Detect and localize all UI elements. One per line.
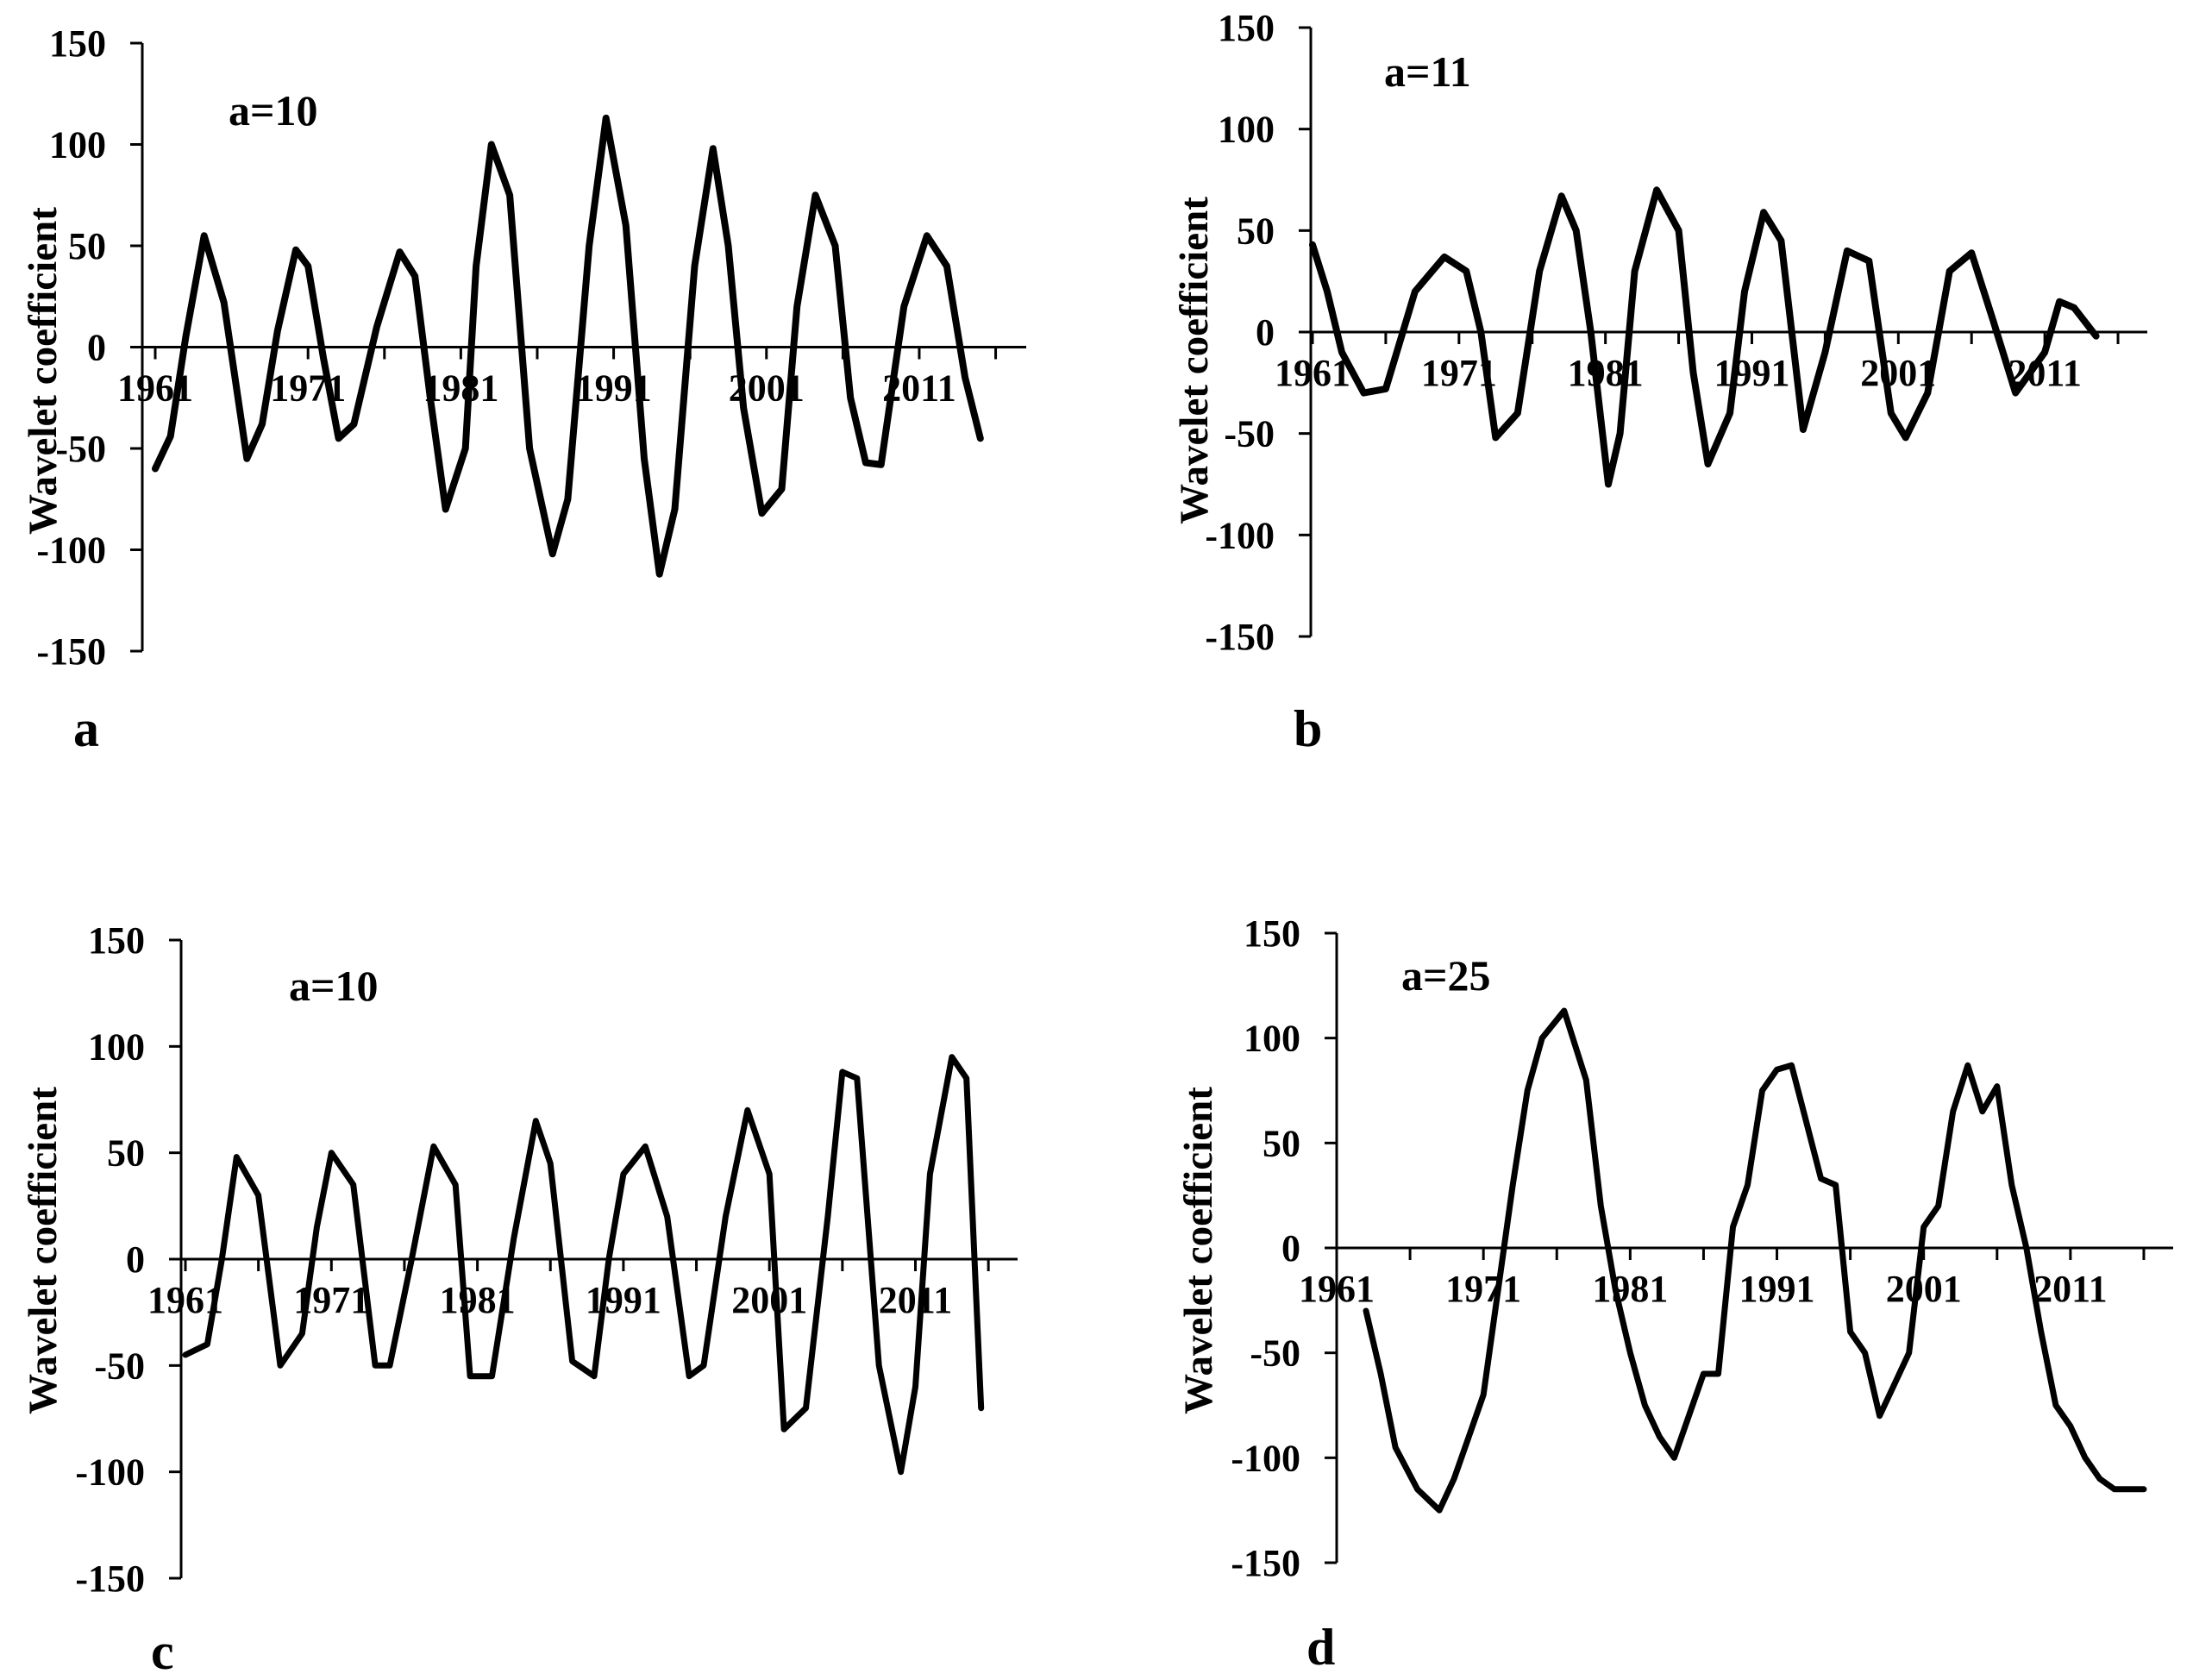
- x-tick-label: 1981: [1592, 1268, 1668, 1310]
- y-tick-label: 50: [107, 1132, 145, 1175]
- panel-label: a: [73, 700, 99, 757]
- series-line: [152, 114, 984, 578]
- y-tick-label: -50: [94, 1345, 145, 1387]
- y-tick-label: -100: [1231, 1437, 1300, 1479]
- y-tick-label: -50: [55, 428, 106, 470]
- y-axis-title: Wavelet coefficient: [1172, 197, 1217, 524]
- y-tick-label: -100: [1205, 514, 1275, 556]
- y-tick-label: 100: [1218, 109, 1275, 151]
- x-tick-label: 2001: [1886, 1268, 1962, 1310]
- series-line: [1363, 1007, 2147, 1514]
- y-tick-label: 100: [88, 1025, 145, 1068]
- y-tick-label: -100: [36, 530, 106, 572]
- x-tick-label: 1961: [1299, 1268, 1375, 1310]
- y-tick-label: 150: [1244, 912, 1300, 955]
- y-axis-title: Wavelet coefficient: [1176, 1087, 1221, 1414]
- series-line: [182, 1054, 985, 1476]
- x-tick-label: 1991: [1739, 1268, 1815, 1310]
- y-tick-label: 100: [1244, 1018, 1300, 1060]
- scale-annotation: a=11: [1384, 47, 1471, 96]
- y-tick-label: -50: [1224, 413, 1275, 455]
- x-tick-label: 1961: [1275, 352, 1350, 394]
- y-tick-label: 150: [1218, 7, 1275, 49]
- y-tick-label: 0: [1281, 1227, 1300, 1269]
- y-tick-label: 50: [1263, 1122, 1300, 1164]
- x-tick-label: 2001: [1860, 352, 1936, 394]
- scale-annotation: a=10: [229, 86, 318, 135]
- y-tick-label: -150: [1231, 1542, 1300, 1584]
- x-tick-label: 2001: [731, 1279, 807, 1321]
- x-tick-label: 2011: [2033, 1268, 2108, 1310]
- x-tick-label: 1981: [1568, 352, 1644, 394]
- y-axis-title: Wavelet coefficient: [21, 207, 66, 535]
- y-tick-label: 0: [87, 327, 106, 369]
- x-tick-label: 1981: [423, 367, 498, 410]
- y-tick-label: 150: [88, 919, 145, 962]
- y-tick-label: 0: [1256, 311, 1275, 354]
- x-tick-label: 2011: [879, 1279, 953, 1321]
- y-tick-label: 100: [49, 124, 106, 166]
- y-tick-label: 150: [49, 22, 106, 65]
- series-line: [1309, 186, 2100, 488]
- y-tick-label: -100: [75, 1451, 145, 1494]
- y-tick-label: 50: [68, 225, 106, 267]
- scale-annotation: a=10: [289, 962, 379, 1010]
- y-tick-label: -50: [1250, 1332, 1300, 1375]
- x-tick-label: 1971: [1445, 1268, 1521, 1310]
- x-tick-label: 1991: [1714, 352, 1789, 394]
- panel-label: d: [1306, 1619, 1335, 1676]
- y-axis-title: Wavelet coefficient: [21, 1087, 66, 1414]
- panel-label: c: [151, 1623, 174, 1680]
- y-tick-label: -150: [75, 1558, 145, 1600]
- scale-annotation: a=25: [1401, 951, 1491, 1000]
- y-tick-label: 0: [126, 1238, 145, 1281]
- y-tick-label: 50: [1237, 210, 1275, 252]
- panel-d: 150 100 50 0 -50 -100 -150 1961 1971 1981 1991 2001…: [1176, 912, 2173, 1676]
- x-tick-label: 1991: [586, 1279, 661, 1321]
- panel-label: b: [1294, 700, 1322, 757]
- y-tick-label: -150: [36, 630, 106, 673]
- y-tick-label: -150: [1205, 616, 1275, 658]
